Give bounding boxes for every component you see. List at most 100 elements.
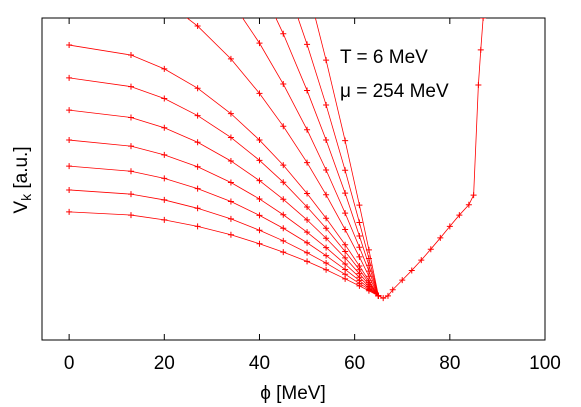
point-marker — [227, 110, 234, 117]
point-marker — [481, 0, 487, 5]
point-marker — [342, 210, 349, 217]
point-marker — [227, 179, 234, 186]
point-marker — [356, 253, 363, 260]
point-marker — [356, 202, 363, 209]
point-marker — [323, 137, 330, 144]
point-marker — [227, 134, 234, 141]
point-marker — [356, 232, 363, 239]
point-marker — [66, 74, 73, 81]
point-marker — [280, 179, 287, 186]
point-marker — [194, 139, 201, 146]
point-marker — [256, 40, 263, 47]
point-marker — [256, 240, 263, 247]
point-marker — [342, 254, 349, 261]
point-marker — [280, 249, 287, 256]
point-marker — [304, 159, 311, 166]
point-marker — [161, 124, 168, 131]
point-marker — [323, 166, 330, 173]
y-label-sub: k — [18, 193, 34, 201]
point-marker — [477, 46, 484, 53]
point-marker — [389, 286, 396, 293]
point-marker — [304, 239, 311, 246]
curve — [69, 211, 379, 297]
curve — [275, 18, 379, 297]
annotation: T = 6 MeV — [340, 47, 428, 68]
curve — [314, 18, 379, 296]
point-marker — [161, 151, 168, 158]
point-marker — [127, 83, 134, 90]
point-marker — [323, 266, 330, 273]
curve — [186, 18, 379, 297]
point-marker — [66, 163, 73, 170]
point-marker — [194, 223, 201, 230]
point-marker — [356, 262, 363, 269]
point-marker — [228, 0, 234, 4]
point-marker — [66, 137, 73, 144]
point-marker — [323, 191, 330, 198]
point-marker — [127, 114, 134, 121]
point-marker — [280, 237, 287, 244]
x-tick-label: 100 — [529, 353, 561, 374]
point-marker — [304, 229, 311, 236]
point-marker — [304, 249, 311, 256]
point-marker — [194, 23, 201, 30]
point-marker — [304, 41, 311, 48]
point-marker — [427, 246, 434, 253]
point-marker — [194, 205, 201, 212]
point-marker — [342, 241, 349, 248]
point-marker — [323, 244, 330, 251]
point-marker — [304, 87, 311, 94]
y-label-rest: [a.u.] — [11, 146, 32, 194]
point-marker — [256, 195, 263, 202]
x-tick-label: 20 — [154, 353, 175, 374]
point-marker — [446, 223, 453, 230]
point-marker — [161, 196, 168, 203]
point-marker — [256, 157, 263, 164]
point-marker — [256, 212, 263, 219]
point-marker — [66, 186, 73, 193]
point-marker — [66, 208, 73, 215]
point-marker — [304, 190, 311, 197]
point-marker — [304, 258, 311, 265]
x-tick-label: 60 — [344, 353, 365, 374]
point-marker — [227, 215, 234, 222]
point-marker — [304, 204, 311, 211]
curve — [69, 165, 379, 297]
point-marker — [323, 215, 330, 222]
point-marker — [475, 81, 482, 88]
point-marker — [480, 18, 487, 21]
point-marker — [342, 248, 349, 255]
point-marker — [127, 191, 134, 198]
point-marker — [470, 192, 477, 199]
point-marker — [227, 55, 234, 62]
point-marker — [194, 85, 201, 92]
curve — [69, 109, 379, 297]
point-marker — [304, 126, 311, 133]
point-marker — [280, 81, 287, 88]
point-marker — [227, 231, 234, 238]
plot-area — [66, 0, 487, 302]
curve — [242, 18, 379, 297]
point-marker — [304, 216, 311, 223]
point-marker — [399, 277, 406, 284]
annotation: μ = 254 MeV — [340, 81, 449, 102]
x-tick-label: 80 — [439, 353, 460, 374]
point-marker — [342, 266, 349, 273]
point-marker — [342, 261, 349, 268]
point-marker — [280, 196, 287, 203]
point-marker — [323, 235, 330, 242]
point-marker — [384, 292, 391, 299]
point-marker — [342, 190, 349, 197]
curve — [297, 18, 379, 296]
point-marker — [256, 137, 263, 144]
point-marker — [227, 157, 234, 164]
point-marker — [280, 123, 287, 130]
point-marker — [161, 95, 168, 102]
point-marker — [323, 225, 330, 232]
point-marker — [342, 226, 349, 233]
point-marker — [280, 30, 287, 37]
point-marker — [127, 168, 134, 175]
point-marker — [127, 212, 134, 219]
point-marker — [280, 211, 287, 218]
